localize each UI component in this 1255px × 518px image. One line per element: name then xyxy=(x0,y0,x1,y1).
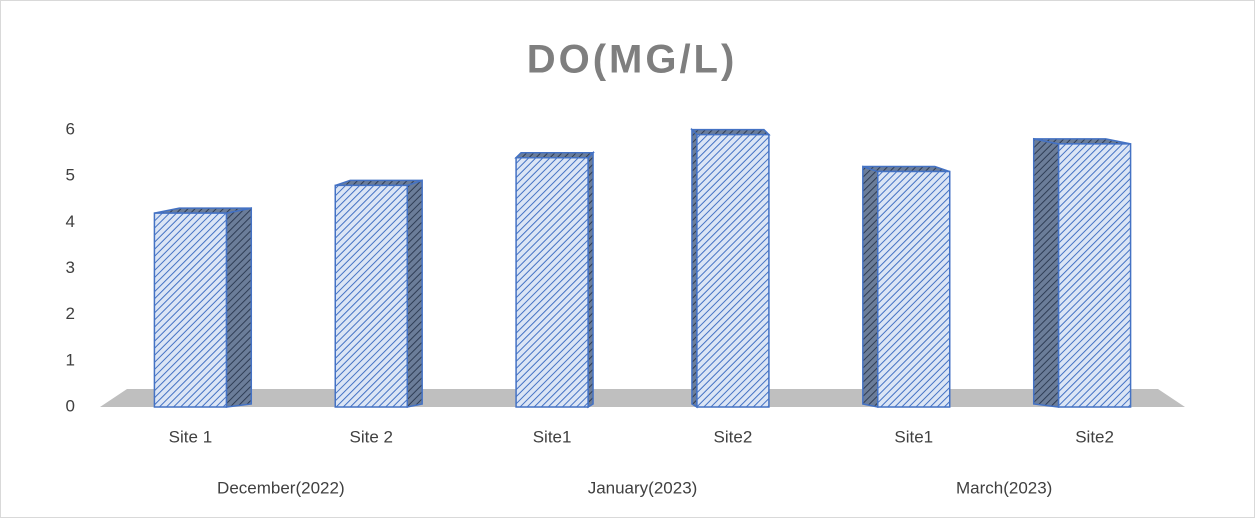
bar-front xyxy=(696,133,770,408)
bar-front xyxy=(334,184,408,408)
y-tick-label: 3 xyxy=(66,258,75,277)
bar-side xyxy=(406,179,423,408)
bar-front xyxy=(877,170,951,408)
bar-side xyxy=(862,165,879,408)
bar-side xyxy=(225,207,253,408)
x-tick-label: Site2 xyxy=(714,427,753,446)
x-tick-label: Site 2 xyxy=(350,427,393,446)
y-tick-label: 4 xyxy=(66,212,75,231)
bar-side xyxy=(1032,137,1060,408)
bar-front xyxy=(515,156,589,408)
x-tick-label: Site2 xyxy=(1075,427,1114,446)
y-tick-label: 1 xyxy=(66,350,75,369)
bar xyxy=(514,150,595,409)
bar-front xyxy=(1057,143,1132,408)
bar xyxy=(153,207,253,408)
bar xyxy=(690,127,771,409)
y-tick-label: 6 xyxy=(66,119,75,138)
floor xyxy=(100,389,1185,407)
group-label: March(2023) xyxy=(956,478,1052,497)
bar xyxy=(862,165,951,408)
bar-front xyxy=(153,212,228,408)
y-tick-label: 5 xyxy=(66,166,75,185)
x-tick-label: Site1 xyxy=(533,427,572,446)
y-tick-label: 0 xyxy=(66,396,75,415)
bar xyxy=(1032,137,1132,408)
bar xyxy=(334,179,423,408)
x-tick-label: Site 1 xyxy=(169,427,212,446)
group-label: December(2022) xyxy=(217,478,345,497)
y-tick-label: 2 xyxy=(66,304,75,323)
group-label: January(2023) xyxy=(588,478,698,497)
x-tick-label: Site1 xyxy=(894,427,933,446)
chart-title: DO(MG/L) xyxy=(527,38,738,82)
